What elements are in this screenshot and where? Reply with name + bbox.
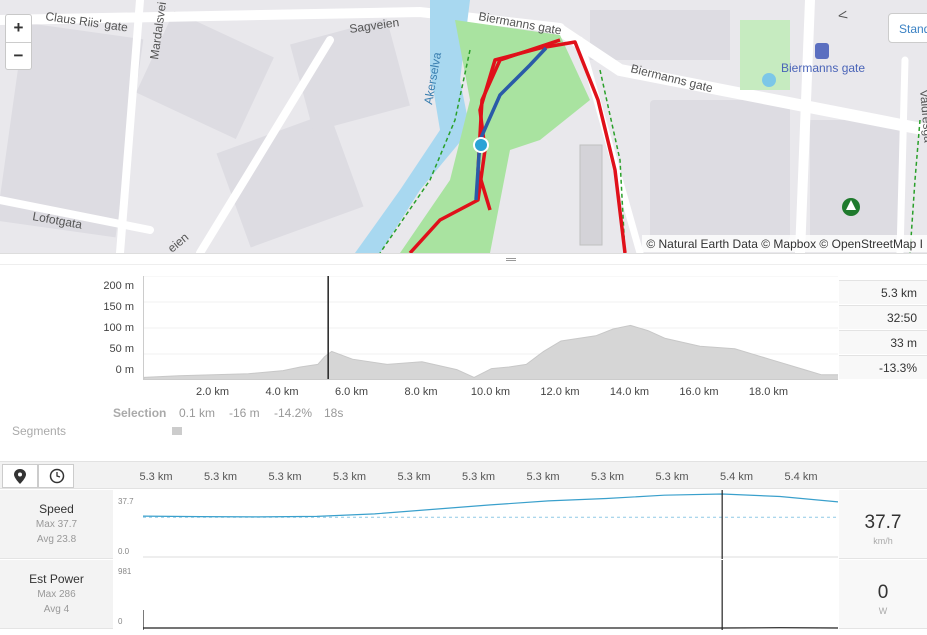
- distance-tick: 5.3 km: [526, 471, 560, 483]
- zoom-out-button[interactable]: −: [6, 42, 31, 69]
- resize-divider[interactable]: [0, 253, 927, 265]
- power-axis-top: 981: [118, 567, 132, 576]
- power-title: Est Power: [29, 572, 84, 586]
- distance-tick: 5.3 km: [139, 471, 173, 483]
- map-label-sagveien: Sagveien: [348, 15, 400, 36]
- speed-avg: Avg 23.8: [36, 534, 77, 545]
- elev-y-tick: 100 m: [103, 322, 134, 334]
- elevation-chart[interactable]: [143, 276, 838, 380]
- elev-y-tick: 150 m: [103, 301, 134, 313]
- elev-y-tick: 0 m: [115, 364, 134, 376]
- elevation-profile: 200 m 150 m 100 m 50 m 0 m 2.0 km 4.0 km 6…: [0, 266, 927, 411]
- elev-x-tick: 4.0 km: [265, 386, 299, 398]
- selection-time: 18s: [324, 406, 344, 420]
- elev-x-tick: 18.0 km: [748, 386, 789, 398]
- elev-x-tick: 8.0 km: [404, 386, 438, 398]
- distance-tick: 5.3 km: [397, 471, 431, 483]
- distance-tick: 5.3 km: [332, 471, 366, 483]
- selection-summary: Selection 0.1 km -16 m -14.2% 18s: [0, 404, 600, 422]
- selected-segment-line: [474, 46, 548, 201]
- distance-tick: 5.4 km: [719, 471, 753, 483]
- time-mode-button[interactable]: [38, 464, 74, 488]
- chart-toolbar: 5.3 km 5.3 km 5.3 km 5.3 km 5.3 km 5.3 km 5.3 …: [0, 461, 927, 489]
- elev-y-tick: 200 m: [103, 280, 134, 292]
- speed-axis-bottom: 0.0: [118, 547, 130, 556]
- map-label-vei: eien: [165, 230, 191, 253]
- elev-x-tick: 14.0 km: [609, 386, 650, 398]
- distance-mode-button[interactable]: [2, 464, 38, 488]
- distance-tick: 5.3 km: [203, 471, 237, 483]
- power-label-panel: Est Power Max 286 Avg 4: [0, 560, 113, 629]
- selection-label: Selection: [113, 406, 167, 420]
- power-chart[interactable]: [143, 560, 838, 630]
- selection-distance: 0.1 km: [179, 406, 216, 420]
- map-label-biermanns-gate-stop: Biermanns gate: [781, 61, 865, 75]
- elevation-area: [144, 324, 838, 379]
- distance-tick: 5.3 km: [461, 471, 495, 483]
- distance-tick: 5.3 km: [590, 471, 624, 483]
- elev-x-tick: 6.0 km: [334, 386, 368, 398]
- elev-x-tick: 16.0 km: [679, 386, 719, 398]
- segments-label: Segments: [12, 424, 67, 438]
- speed-max: Max 37.7: [35, 519, 78, 530]
- speed-value-panel: 37.7 km/h: [839, 490, 927, 559]
- map-pin-icon: [14, 469, 26, 484]
- position-marker: [473, 137, 489, 153]
- fountain-icon: [762, 73, 776, 87]
- power-axis-bottom: 0: [118, 617, 123, 626]
- speed-unit: km/h: [873, 536, 893, 546]
- power-value: 0: [877, 582, 889, 603]
- map-canvas[interactable]: Claus Riis' gate Sagveien Biermanns gate…: [0, 0, 927, 253]
- segment-marker[interactable]: [172, 427, 182, 435]
- clock-icon: [49, 468, 65, 484]
- transit-stop-icon: [815, 43, 829, 59]
- map-label-valdresgata: Valdresga: [917, 89, 927, 143]
- speed-title: Speed: [39, 502, 74, 516]
- speed-value: 37.7: [864, 512, 902, 533]
- zoom-in-button[interactable]: +: [13, 18, 24, 37]
- elev-x-tick: 12.0 km: [540, 386, 580, 398]
- river-akerselva: [355, 0, 470, 253]
- power-avg: Avg 4: [43, 604, 70, 615]
- elev-x-tick: 2.0 km: [195, 386, 229, 398]
- speed-axis-top: 37.7: [118, 497, 134, 506]
- selection-elevation: -16 m: [229, 406, 260, 420]
- distance-tick: 5.3 km: [655, 471, 689, 483]
- map[interactable]: Claus Riis' gate Sagveien Biermanns gate…: [0, 0, 927, 253]
- distance-tick: 5.3 km: [268, 471, 302, 483]
- stat-duration: 32:50: [839, 305, 927, 329]
- stat-grade: -13.3%: [839, 355, 927, 379]
- elev-y-tick: 50 m: [109, 343, 134, 355]
- map-style-button[interactable]: Stand: [888, 13, 927, 43]
- speed-chart[interactable]: [143, 490, 838, 559]
- stat-elevation: 33 m: [839, 330, 927, 354]
- speed-label-panel: Speed Max 37.7 Avg 23.8: [0, 490, 113, 559]
- map-attribution[interactable]: © Natural Earth Data © Mapbox © OpenStre…: [642, 235, 927, 252]
- series-line: [143, 493, 838, 518]
- route-line: [408, 40, 627, 253]
- selection-grade: -14.2%: [274, 406, 313, 420]
- route-line-return: [476, 38, 561, 211]
- stat-distance: 5.3 km: [839, 280, 927, 304]
- grip-icon: [506, 258, 516, 261]
- park-area: [400, 20, 590, 253]
- power-value-panel: 0 W: [839, 560, 927, 629]
- elev-x-tick: 10.0 km: [470, 386, 511, 398]
- map-label-v: V: [835, 10, 850, 20]
- zoom-control: + −: [5, 14, 32, 70]
- power-unit: W: [878, 606, 888, 616]
- distance-tick: 5.4 km: [784, 471, 818, 483]
- power-max: Max 286: [37, 589, 76, 600]
